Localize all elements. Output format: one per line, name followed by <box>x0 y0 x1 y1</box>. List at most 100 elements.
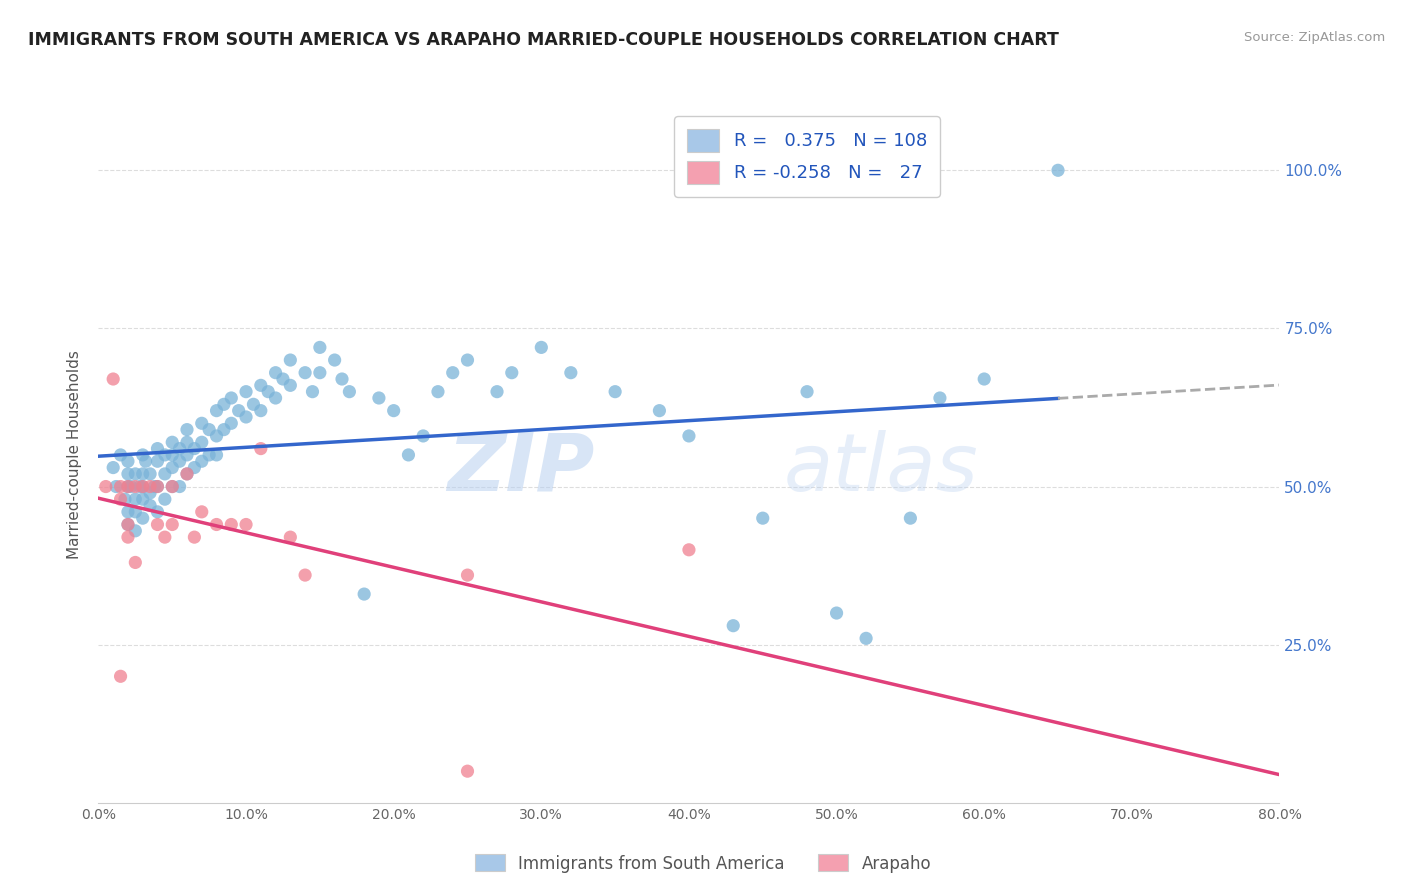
Point <box>205 517 228 532</box>
Point <box>242 397 264 411</box>
Point <box>117 467 139 481</box>
Point <box>228 403 250 417</box>
Point <box>353 587 375 601</box>
Point <box>132 511 155 525</box>
Point <box>441 366 464 380</box>
Point <box>301 384 323 399</box>
Point <box>264 366 287 380</box>
Point <box>124 479 146 493</box>
Point <box>278 530 302 544</box>
Point <box>153 492 176 507</box>
Point <box>191 505 214 519</box>
Text: ZIP: ZIP <box>447 430 595 508</box>
Point <box>105 479 128 493</box>
Legend: R =   0.375   N = 108, R = -0.258   N =   27: R = 0.375 N = 108, R = -0.258 N = 27 <box>675 116 939 197</box>
Point <box>132 467 155 481</box>
Point <box>605 384 627 399</box>
Point <box>221 417 243 431</box>
Point <box>221 391 243 405</box>
Point <box>427 384 450 399</box>
Point <box>678 542 700 557</box>
Point <box>486 384 509 399</box>
Point <box>278 378 302 392</box>
Point <box>169 454 191 468</box>
Point <box>176 467 198 481</box>
Point <box>323 353 346 368</box>
Point <box>382 403 405 417</box>
Point <box>153 467 176 481</box>
Point <box>973 372 995 386</box>
Point <box>139 467 162 481</box>
Point <box>456 353 478 368</box>
Point <box>928 391 950 405</box>
Point <box>103 372 125 386</box>
Point <box>212 397 235 411</box>
Point <box>162 460 183 475</box>
Point <box>250 403 273 417</box>
Point <box>191 435 214 450</box>
Point <box>678 429 700 443</box>
Point <box>162 479 183 493</box>
Point <box>132 479 155 493</box>
Point <box>124 524 146 538</box>
Text: Source: ZipAtlas.com: Source: ZipAtlas.com <box>1244 31 1385 45</box>
Point <box>648 403 671 417</box>
Point <box>309 340 332 354</box>
Point <box>110 448 132 462</box>
Point <box>162 479 183 493</box>
Point <box>117 479 139 493</box>
Point <box>183 442 205 456</box>
Point <box>294 568 316 582</box>
Point <box>153 448 176 462</box>
Point <box>235 409 257 424</box>
Point <box>124 467 146 481</box>
Point <box>146 517 169 532</box>
Point <box>191 454 214 468</box>
Point <box>560 366 582 380</box>
Point <box>110 479 132 493</box>
Point <box>212 423 235 437</box>
Point <box>501 366 523 380</box>
Y-axis label: Married-couple Households: Married-couple Households <box>67 351 83 559</box>
Point <box>271 372 294 386</box>
Point <box>412 429 434 443</box>
Point <box>456 568 478 582</box>
Text: atlas: atlas <box>783 430 979 508</box>
Point <box>456 764 478 779</box>
Point <box>250 442 273 456</box>
Point <box>176 423 198 437</box>
Point <box>235 384 257 399</box>
Point <box>162 517 183 532</box>
Point <box>294 366 316 380</box>
Point <box>124 492 146 507</box>
Point <box>751 511 773 525</box>
Point <box>330 372 353 386</box>
Point <box>94 479 117 493</box>
Point <box>110 669 132 683</box>
Point <box>339 384 360 399</box>
Point <box>176 435 198 450</box>
Point <box>368 391 391 405</box>
Point <box>110 492 132 507</box>
Point <box>146 479 169 493</box>
Point <box>176 448 198 462</box>
Point <box>221 517 243 532</box>
Point <box>855 632 877 646</box>
Point <box>183 530 205 544</box>
Point <box>162 448 183 462</box>
Point <box>146 442 169 456</box>
Point <box>396 448 419 462</box>
Point <box>139 479 162 493</box>
Point <box>1046 163 1069 178</box>
Point <box>120 479 142 493</box>
Point <box>176 467 198 481</box>
Point <box>191 417 214 431</box>
Point <box>132 448 155 462</box>
Point <box>530 340 553 354</box>
Point <box>900 511 922 525</box>
Point <box>198 423 221 437</box>
Point <box>257 384 280 399</box>
Point <box>146 505 169 519</box>
Point <box>796 384 818 399</box>
Point <box>205 448 228 462</box>
